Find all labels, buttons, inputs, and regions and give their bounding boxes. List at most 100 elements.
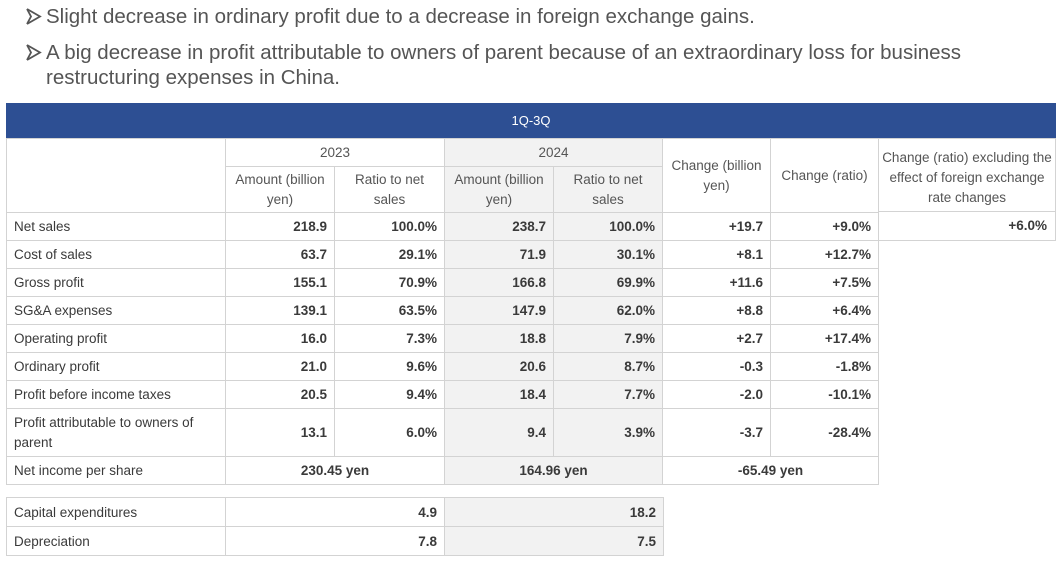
- change-ratio-header: Change (ratio): [770, 138, 880, 213]
- change-amount-cell: +11.6: [662, 268, 772, 297]
- amount-2024-cell: 238.7: [444, 212, 555, 241]
- row-label: Operating profit: [6, 324, 226, 353]
- eps-2023: 230.45 yen: [224, 456, 446, 485]
- row-label: Gross profit: [6, 268, 226, 297]
- table-row: Operating profit 16.0 7.3% 18.8 7.9% +2.7 +17.…: [6, 324, 880, 353]
- table-row: Profit before income taxes 20.5 9.4% 18.4 7.…: [6, 380, 880, 409]
- amount-2024-cell: 9.4: [444, 408, 555, 457]
- amount-2024-cell: 18.4: [444, 380, 555, 409]
- ratio-2024-cell: 3.9%: [553, 408, 664, 457]
- change-amount-cell: +8.1: [662, 240, 772, 269]
- ratio-2023-cell: 9.4%: [333, 380, 446, 409]
- year-2024-header: 2024: [444, 138, 664, 167]
- value-2023-cell: 7.8: [225, 526, 445, 556]
- change-amount-cell: -0.3: [662, 352, 772, 381]
- capex-table: Capital expenditures 4.9 18.2 Depreciation 7…: [6, 497, 664, 556]
- change-ratio-cell: -1.8%: [770, 352, 880, 381]
- row-label: Profit attributable to owners of parent: [6, 408, 226, 457]
- amount-2023-cell: 21.0: [225, 352, 335, 381]
- amount-2023-cell: 155.1: [225, 268, 335, 297]
- eps-2024: 164.96 yen: [444, 456, 664, 485]
- ratio-2023-cell: 100.0%: [333, 212, 446, 241]
- table-row: Cost of sales 63.7 29.1% 71.9 30.1% +8.1 +12.7…: [6, 240, 880, 269]
- row-label: Net sales: [6, 212, 226, 241]
- ratio-2024-cell: 69.9%: [553, 268, 664, 297]
- row-label: Depreciation: [6, 526, 226, 556]
- ratio-2024-cell: 7.9%: [553, 324, 664, 353]
- amount-2024-cell: 71.9: [444, 240, 555, 269]
- eps-row: Net income per share 230.45 yen 164.96 y…: [6, 456, 880, 485]
- table-row: Ordinary profit 21.0 9.6% 20.6 8.7% -0.3 -1.8%: [6, 352, 880, 381]
- amount-2023-cell: 63.7: [225, 240, 335, 269]
- bullet-item: A big decrease in profit attributable to…: [26, 40, 1036, 90]
- row-label: Cost of sales: [6, 240, 226, 269]
- period-banner: 1Q-3Q: [6, 103, 1056, 138]
- table-row: SG&A expenses 139.1 63.5% 147.9 62.0% +8.8 +6.…: [6, 296, 880, 325]
- ratio-2023-header: Ratio to net sales: [333, 166, 446, 213]
- capex-row: Depreciation 7.8 7.5: [6, 526, 664, 556]
- fx-adjusted-value: +6.0%: [878, 212, 1056, 241]
- change-ratio-cell: -28.4%: [770, 408, 880, 457]
- amount-2024-cell: 20.6: [444, 352, 555, 381]
- amount-2024-cell: 166.8: [444, 268, 555, 297]
- row-label: Capital expenditures: [6, 497, 226, 527]
- bullet-item: Slight decrease in ordinary profit due t…: [26, 4, 1036, 29]
- change-ratio-cell: +17.4%: [770, 324, 880, 353]
- table-row: Gross profit 155.1 70.9% 166.8 69.9% +11.6 +7.…: [6, 268, 880, 297]
- change-ratio-cell: +9.0%: [770, 212, 880, 241]
- change-ratio-cell: -10.1%: [770, 380, 880, 409]
- eps-change: -65.49 yen: [662, 456, 880, 485]
- arrow-bullet-icon: [26, 8, 42, 25]
- change-amount-cell: +19.7: [662, 212, 772, 241]
- change-amount-cell: +2.7: [662, 324, 772, 353]
- change-amount-cell: +8.8: [662, 296, 772, 325]
- bullet-text: Slight decrease in ordinary profit due t…: [46, 5, 755, 28]
- bullet-list: Slight decrease in ordinary profit due t…: [26, 4, 1036, 101]
- change-amount-cell: -3.7: [662, 408, 772, 457]
- ratio-2023-cell: 63.5%: [333, 296, 446, 325]
- capex-body: Capital expenditures 4.9 18.2 Depreciation 7…: [6, 497, 664, 556]
- year-2023-header: 2023: [224, 138, 446, 167]
- amount-2023-cell: 20.5: [225, 380, 335, 409]
- capex-row: Capital expenditures 4.9 18.2: [6, 497, 664, 527]
- amount-2024-cell: 18.8: [444, 324, 555, 353]
- ratio-2023-cell: 7.3%: [333, 324, 446, 353]
- row-label: Net income per share: [6, 456, 226, 485]
- ratio-2024-cell: 62.0%: [553, 296, 664, 325]
- ratio-2023-cell: 29.1%: [333, 240, 446, 269]
- row-label: Profit before income taxes: [6, 380, 226, 409]
- ratio-2023-cell: 70.9%: [333, 268, 446, 297]
- ratio-2023-cell: 6.0%: [333, 408, 446, 457]
- change-amount-header: Change (billion yen): [662, 138, 772, 213]
- amount-2024-cell: 147.9: [444, 296, 555, 325]
- amount-2024-header: Amount (billion yen): [444, 166, 555, 213]
- financial-results-table: 2023 2024 Change (billion yen) Change (r…: [6, 138, 880, 485]
- ratio-2024-cell: 100.0%: [553, 212, 664, 241]
- change-ratio-cell: +7.5%: [770, 268, 880, 297]
- table-body: Net sales 218.9 100.0% 238.7 100.0% +19.7 +9.0…: [6, 212, 880, 457]
- arrow-bullet-icon: [26, 44, 42, 61]
- header-row-columns: Amount (billion yen) Ratio to net sales …: [7, 166, 879, 213]
- change-amount-cell: -2.0: [662, 380, 772, 409]
- row-label: SG&A expenses: [6, 296, 226, 325]
- amount-2023-header: Amount (billion yen): [225, 166, 335, 213]
- change-ratio-cell: +6.4%: [770, 296, 880, 325]
- header-corner: [6, 138, 226, 213]
- amount-2023-cell: 13.1: [225, 408, 335, 457]
- amount-2023-cell: 16.0: [225, 324, 335, 353]
- value-2024-cell: 18.2: [444, 497, 664, 527]
- fx-adjusted-header: Change (ratio) excluding the effect of f…: [878, 138, 1056, 212]
- change-ratio-cell: +12.7%: [770, 240, 880, 269]
- value-2024-cell: 7.5: [444, 526, 664, 556]
- ratio-2024-header: Ratio to net sales: [553, 166, 664, 213]
- ratio-2024-cell: 8.7%: [553, 352, 664, 381]
- bullet-text: A big decrease in profit attributable to…: [46, 41, 962, 89]
- ratio-2024-cell: 30.1%: [553, 240, 664, 269]
- ratio-2023-cell: 9.6%: [333, 352, 446, 381]
- table-row: Net sales 218.9 100.0% 238.7 100.0% +19.7 +9.0…: [6, 212, 880, 241]
- table-row: Profit attributable to owners of parent 1…: [6, 408, 880, 457]
- amount-2023-cell: 139.1: [225, 296, 335, 325]
- ratio-2024-cell: 7.7%: [553, 380, 664, 409]
- amount-2023-cell: 218.9: [225, 212, 335, 241]
- header-row-years: 2023 2024 Change (billion yen) Change (r…: [6, 138, 880, 213]
